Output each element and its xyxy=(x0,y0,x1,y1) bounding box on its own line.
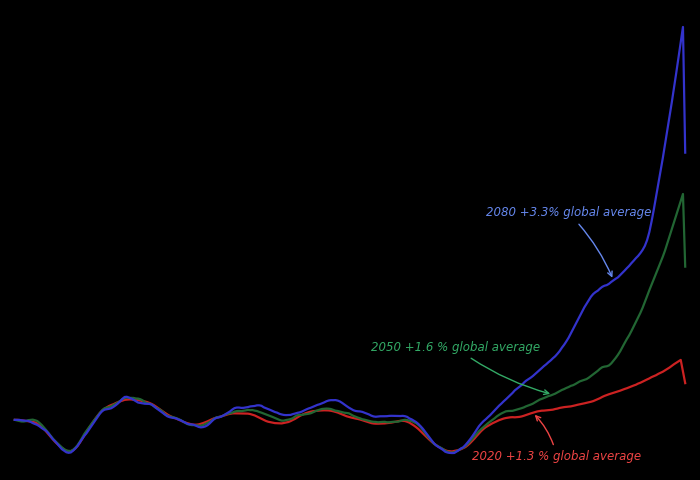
Text: 2020 +1.3 % global average: 2020 +1.3 % global average xyxy=(473,416,641,463)
Text: 2080 +3.3% global average: 2080 +3.3% global average xyxy=(486,206,651,276)
Text: 2050 +1.6 % global average: 2050 +1.6 % global average xyxy=(371,341,549,395)
